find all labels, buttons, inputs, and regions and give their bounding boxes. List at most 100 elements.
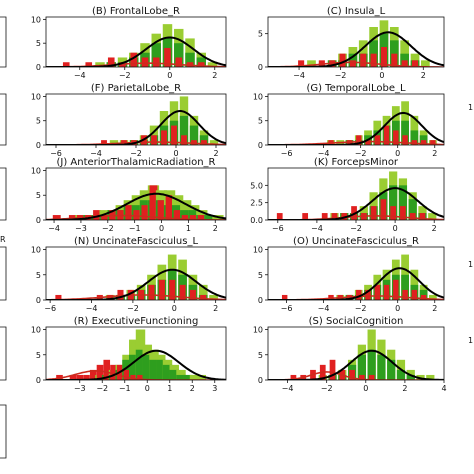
panel-r-executivefunctioning: (R) ExecutiveFunctioning −3 −2 −1 0 1 2 3 0 5 10 xyxy=(31,316,227,393)
x-tick-label: −4 xyxy=(318,149,330,158)
bar-red xyxy=(349,60,356,67)
x-tick-label: 2 xyxy=(212,71,217,80)
x-tick-label: 0 xyxy=(393,224,398,233)
y-tick-label: 10 xyxy=(31,15,41,24)
panel-title: (C) Insula_L xyxy=(327,6,386,17)
panel-title: (S) SocialCognition xyxy=(309,316,404,327)
bar-red xyxy=(401,60,408,67)
bar-red xyxy=(133,210,142,220)
bar-red xyxy=(149,185,158,220)
y-tick-label: 5 xyxy=(36,351,41,360)
axes-frame xyxy=(267,93,445,146)
panel-k-forcepsminor: (K) ForcepsMinor −6 −4 −2 0 2 0.0 2.5 5.0 xyxy=(250,157,445,233)
x-tick-label: −4 xyxy=(48,224,60,233)
bar-green xyxy=(387,359,396,380)
bar-red xyxy=(420,294,427,300)
x-tick-label: −2 xyxy=(335,71,347,80)
fit-curve-black xyxy=(268,349,444,380)
bar-red xyxy=(409,213,416,220)
bar-red xyxy=(101,140,107,145)
bar-red xyxy=(419,213,426,220)
x-tick-label: −4 xyxy=(293,71,305,80)
x-tick-label: −6 xyxy=(281,149,293,158)
panel-title: (B) FrontalLobe_R xyxy=(92,6,180,17)
x-tick-label: −2 xyxy=(127,304,139,313)
bar-red xyxy=(328,294,334,300)
bar-red xyxy=(96,364,104,380)
bar-red xyxy=(411,60,419,67)
axes-frame xyxy=(267,246,445,301)
y-tick-label: 5.0 xyxy=(250,181,263,190)
y-tick-label: 10 xyxy=(31,326,41,335)
x-tick-label: 2 xyxy=(421,71,426,80)
bar-red xyxy=(179,284,186,300)
x-tick-label: −2 xyxy=(96,384,108,393)
bar-red xyxy=(402,289,408,300)
panel-title: (G) TemporalLobe_L xyxy=(306,83,406,94)
y-tick-label: 10 xyxy=(253,326,263,335)
partial-axes-row1 xyxy=(0,16,7,68)
bar-red xyxy=(360,53,367,67)
y-tick-label: 5 xyxy=(258,351,263,360)
bar-red xyxy=(89,369,97,380)
fit-curve-black xyxy=(46,268,226,300)
bar-red xyxy=(181,215,190,220)
y-tick-label: 5 xyxy=(36,191,41,200)
bar-red xyxy=(197,215,206,220)
bar-red xyxy=(173,210,182,220)
x-tick-label: 4 xyxy=(441,384,446,393)
y-tick-label: 10 xyxy=(31,246,41,255)
panel-j-anteriorthalamicradiation-r: (J) AnteriorThalamicRadiation_R −4 −3 −2 −1 0… xyxy=(31,157,227,233)
bar-red xyxy=(365,140,371,145)
x-tick-label: −4 xyxy=(318,304,330,313)
x-tick-label: −2 xyxy=(102,224,114,233)
x-tick-label: 0 xyxy=(173,149,178,158)
bar-green xyxy=(151,43,161,67)
x-tick-label: −4 xyxy=(74,71,86,80)
y-tick-label: 0 xyxy=(258,376,263,385)
bar-light-green xyxy=(209,294,218,300)
y-tick-label: 5 xyxy=(258,117,263,126)
fit-curve-black xyxy=(268,267,444,300)
bar-green xyxy=(185,52,195,67)
bar-green xyxy=(179,115,189,145)
panel-n-uncinatefasciculus-l: (N) UncinateFasciculus_L −6 −4 −2 0 2 0 5 10 xyxy=(31,236,227,313)
fit-curve-red xyxy=(46,370,226,380)
bar-red xyxy=(93,210,101,220)
y-tick-label: 0 xyxy=(258,141,263,150)
x-tick-label: −4 xyxy=(90,149,102,158)
plot-area xyxy=(46,329,226,380)
bar-red xyxy=(76,374,84,380)
bar-red xyxy=(302,213,309,220)
y-tick-label: 5 xyxy=(258,30,263,39)
bar-red xyxy=(158,279,165,300)
bar-red xyxy=(331,213,338,220)
bar-red xyxy=(110,364,117,380)
right-edge-label-1: 1 xyxy=(468,103,473,112)
bar-green xyxy=(129,354,139,380)
y-tick-label: 0 xyxy=(36,296,41,305)
axes-frame xyxy=(45,167,227,221)
partial-axes-row3 xyxy=(0,167,7,221)
axes-frame xyxy=(45,93,227,146)
bar-green xyxy=(389,40,399,67)
bar-red xyxy=(151,135,157,145)
x-tick-label: −6 xyxy=(44,304,56,313)
bar-red xyxy=(197,62,205,67)
y-tick-label: 5 xyxy=(36,271,41,280)
bar-red xyxy=(181,135,187,145)
y-tick-label: 5 xyxy=(36,117,41,126)
y-tick-label: 10 xyxy=(31,92,41,101)
x-tick-label: −3 xyxy=(74,384,86,393)
x-tick-label: 3 xyxy=(212,384,217,393)
bar-red xyxy=(402,135,408,145)
bar-light-green xyxy=(426,374,435,380)
fit-curve-red xyxy=(268,371,444,380)
bar-green xyxy=(401,120,409,145)
right-edge-label-3: 1 xyxy=(468,336,473,345)
panel-s-socialcognition: (S) SocialCognition −4 −2 0 2 4 0 5 10 xyxy=(253,316,447,393)
y-tick-label: 0 xyxy=(258,63,263,72)
bar-red xyxy=(137,374,144,380)
x-tick-label: 0 xyxy=(379,71,384,80)
fit-curve-black xyxy=(268,187,444,220)
